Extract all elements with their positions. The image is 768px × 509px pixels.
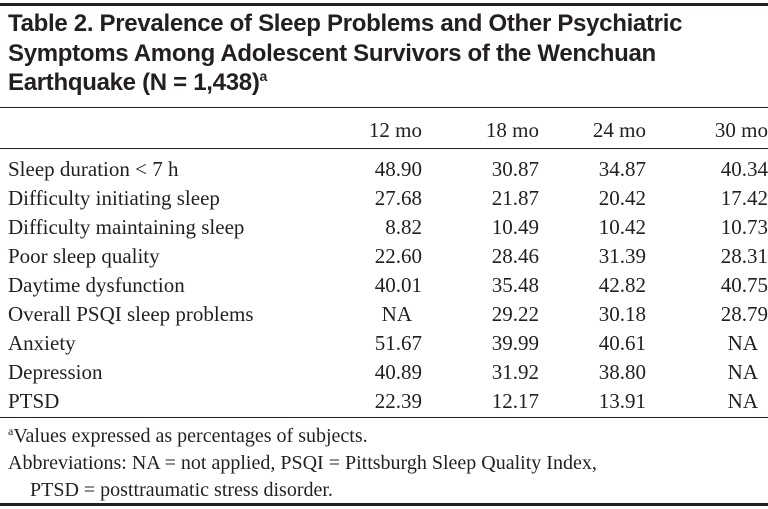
footnote-a-text: Values expressed as percentages of subje… xyxy=(13,425,368,447)
table-cell: 51.67 xyxy=(374,331,422,355)
row-label: PTSD xyxy=(8,389,60,413)
header-24mo: 24 mo xyxy=(592,117,646,142)
table-cell: 30.18 xyxy=(598,302,646,326)
table-cell: 10.73 xyxy=(720,215,768,239)
table-cell: 30.87 xyxy=(491,157,539,181)
footnotes: aValues expressed as percentages of subj… xyxy=(8,423,597,504)
table-cell: 38.80 xyxy=(598,360,646,384)
header-12mo: 12 mo xyxy=(368,117,422,142)
table-cell: 39.99 xyxy=(491,331,539,355)
table-cell: 40.61 xyxy=(598,331,646,355)
title-line-1: Table 2. Prevalence of Sleep Problems an… xyxy=(8,10,683,37)
table-cell: 22.60 xyxy=(374,244,422,268)
table-cell: 48.90 xyxy=(374,157,422,181)
table-cell: 10.42 xyxy=(598,215,646,239)
table-row: Depression 40.89 31.92 38.80 NA xyxy=(0,358,768,387)
title-line-2: Symptoms Among Adolescent Survivors of t… xyxy=(8,39,656,67)
footnote-a: aValues expressed as percentages of subj… xyxy=(8,423,597,450)
table-row: PTSD 22.39 12.17 13.91 NA xyxy=(0,387,768,416)
abbreviations-line-2: PTSD = posttraumatic stress disorder. xyxy=(30,479,333,501)
row-label: Daytime dysfunction xyxy=(8,273,185,297)
table-cell: 10.49 xyxy=(491,215,539,239)
table-cell: NA xyxy=(727,331,758,355)
table-title: Table 2. Prevalence of Sleep Problems an… xyxy=(8,9,682,98)
bottom-rule xyxy=(0,503,768,506)
table-row: Poor sleep quality 22.60 28.46 31.39 28.31 xyxy=(0,242,768,271)
table-cell: 28.46 xyxy=(491,244,539,268)
row-label: Poor sleep quality xyxy=(8,244,160,268)
title-footnote-marker: a xyxy=(259,68,268,84)
table-cell: 40.01 xyxy=(374,273,422,297)
title-line-3-text: Earthquake (N = 1,438) xyxy=(8,69,260,96)
row-label: Difficulty maintaining sleep xyxy=(8,215,245,239)
table-cell: 28.31 xyxy=(720,244,768,268)
table-cell: 42.82 xyxy=(598,273,646,297)
table-cell: 12.17 xyxy=(491,389,539,413)
table-cell: 31.92 xyxy=(491,360,539,384)
table-row: Sleep duration < 7 h 48.90 30.87 34.87 40.34 xyxy=(0,149,768,185)
bottom-table-rule xyxy=(0,417,768,418)
table-cell: 35.48 xyxy=(491,273,539,297)
row-label: Sleep duration < 7 h xyxy=(8,157,179,181)
table-cell: 17.42 xyxy=(720,186,768,210)
abbreviations-line-1: Abbreviations: NA = not applied, PSQI = … xyxy=(8,452,597,474)
table-row: Daytime dysfunction 40.01 35.48 42.82 40.75 xyxy=(0,271,768,300)
row-label: Anxiety xyxy=(8,331,76,355)
table-cell: 40.34 xyxy=(720,157,768,181)
table-cell: 34.87 xyxy=(598,157,646,181)
table-cell: 28.79 xyxy=(720,302,768,326)
title-rule xyxy=(0,107,768,108)
table-cell: NA xyxy=(727,389,758,413)
header-30mo: 30 mo xyxy=(714,117,768,142)
table-row: Difficulty maintaining sleep 8.82 10.49 10.… xyxy=(0,213,768,242)
header-18mo: 18 mo xyxy=(485,117,539,142)
table-cell: NA xyxy=(381,302,412,326)
table-cell: 31.39 xyxy=(598,244,646,268)
table-cell: 20.42 xyxy=(598,186,646,210)
title-line-3: Earthquake (N = 1,438)a xyxy=(8,68,682,98)
table-cell: 13.91 xyxy=(598,389,646,413)
header-blank xyxy=(0,116,348,149)
table-cell: 40.89 xyxy=(374,360,422,384)
table-cell: 29.22 xyxy=(491,302,539,326)
table-cell: 27.68 xyxy=(374,186,422,210)
table-row: Difficulty initiating sleep 27.68 21.87 20.… xyxy=(0,184,768,213)
row-label: Difficulty initiating sleep xyxy=(8,186,220,210)
table-cell: 8.82 xyxy=(385,215,422,239)
table-row: Anxiety 51.67 39.99 40.61 NA xyxy=(0,329,768,358)
table-cell: 40.75 xyxy=(720,273,768,297)
row-label: Overall PSQI sleep problems xyxy=(8,302,254,326)
table-row: Overall PSQI sleep problems NA 29.22 30.18 2… xyxy=(0,300,768,329)
table-cell: NA xyxy=(727,360,758,384)
top-rule xyxy=(0,3,768,6)
header-row: 12 mo 18 mo 24 mo 30 mo xyxy=(0,116,768,149)
data-table: 12 mo 18 mo 24 mo 30 mo Sleep duration <… xyxy=(0,116,768,416)
footnote-marker: a xyxy=(8,424,14,438)
table-cell: 21.87 xyxy=(491,186,539,210)
table-cell: 22.39 xyxy=(374,389,422,413)
row-label: Depression xyxy=(8,360,103,384)
